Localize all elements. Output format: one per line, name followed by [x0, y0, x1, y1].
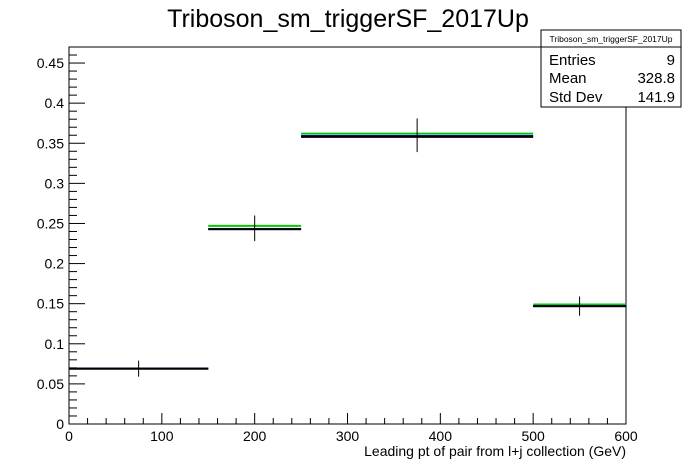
stats-box-title: Triboson_sm_triggerSF_2017Up: [550, 34, 673, 44]
x-tick-label: 0: [65, 428, 73, 444]
y-tick-label: 0.15: [37, 296, 64, 312]
error-bars: [138, 118, 581, 377]
y-tick-label: 0.35: [37, 135, 64, 151]
x-axis-ticks: [68, 413, 627, 424]
stats-stddev-value: 141.9: [637, 89, 675, 106]
stats-box: Triboson_sm_triggerSF_2017Up Entries 9 M…: [540, 29, 682, 108]
y-axis-tick-labels: 0 0.05 0.1 0.15 0.2 0.25 0.3 0.35 0.4 0.45: [37, 55, 64, 432]
y-tick-label: 0.1: [45, 336, 65, 352]
stats-mean-value: 328.8: [637, 70, 675, 87]
y-tick-label: 0.45: [37, 55, 64, 71]
stats-entries-value: 9: [667, 52, 675, 69]
y-tick-label: 0.2: [45, 256, 65, 272]
x-tick-label: 300: [336, 428, 360, 444]
y-axis-ticks: [69, 46, 85, 425]
x-axis-label: Leading pt of pair from l+j collection (…: [364, 443, 626, 459]
x-axis-tick-labels: 0 100 200 300 400 500 600: [65, 428, 638, 444]
y-tick-label: 0.05: [37, 376, 64, 392]
y-tick-label: 0.3: [45, 175, 65, 191]
y-tick-label: 0.25: [37, 215, 64, 231]
x-tick-label: 600: [614, 428, 638, 444]
x-tick-label: 200: [243, 428, 267, 444]
stats-mean-label: Mean: [549, 70, 587, 87]
x-tick-label: 100: [150, 428, 174, 444]
stats-entries-label: Entries: [549, 52, 596, 69]
stats-stddev-label: Std Dev: [549, 89, 603, 106]
x-tick-label: 400: [429, 428, 453, 444]
chart-title: Triboson_sm_triggerSF_2017Up: [167, 5, 529, 33]
y-tick-label: 0.4: [45, 95, 65, 111]
stats-box-frame: [540, 29, 682, 108]
y-tick-label: 0: [56, 416, 64, 432]
x-tick-label: 500: [521, 428, 545, 444]
